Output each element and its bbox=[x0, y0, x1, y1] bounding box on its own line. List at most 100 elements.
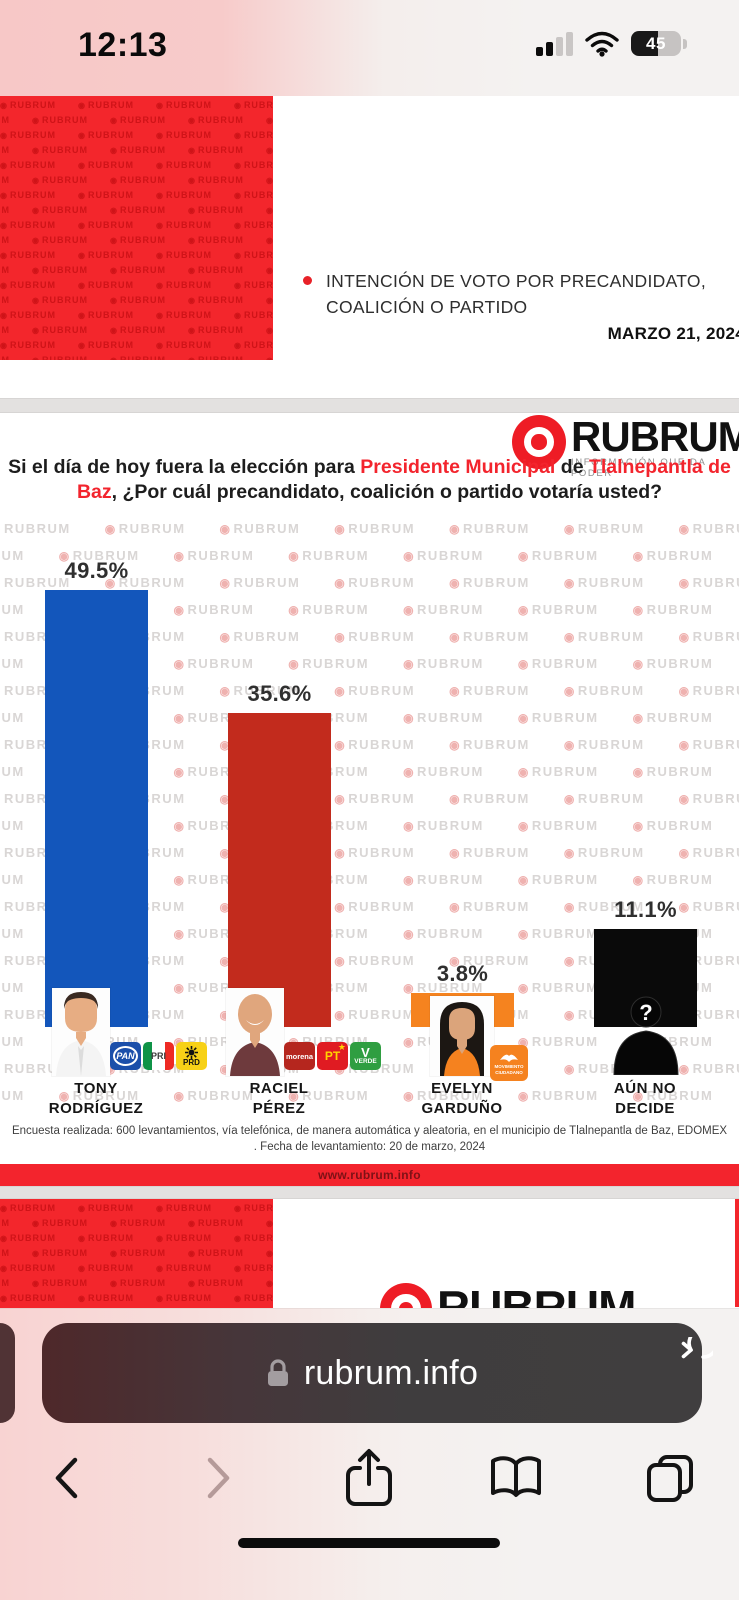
bar-column-no-decide: 11.1% bbox=[594, 493, 697, 1027]
mc-label: MOVIMIENTO CIUDADANO bbox=[494, 1063, 524, 1075]
pan-label: PAN bbox=[116, 1051, 135, 1061]
name-line: EVELYN bbox=[431, 1080, 493, 1097]
clock: 12:13 bbox=[78, 26, 168, 64]
verde-label: VERDE bbox=[354, 1058, 377, 1066]
reload-button[interactable] bbox=[669, 1327, 719, 1381]
slide-divider bbox=[0, 1186, 739, 1199]
forward-button[interactable] bbox=[174, 1433, 264, 1523]
slide-2-chart: RUBRUM INFORMACIÓN QUE DA PODER Si el dí… bbox=[0, 413, 739, 1186]
cellular-signal-icon bbox=[536, 31, 573, 56]
lock-icon bbox=[267, 1359, 288, 1386]
slide1-bullet-text: INTENCIÓN DE VOTO POR PRECANDIDATO, COAL… bbox=[326, 268, 726, 321]
party-logos-evelyn: MOVIMIENTO CIUDADANO bbox=[490, 1045, 528, 1081]
party-logos-raciel: morena ★ PT V VERDE bbox=[284, 1042, 381, 1070]
name-line: AÚN NO bbox=[613, 1080, 677, 1097]
wifi-icon bbox=[585, 31, 619, 57]
poll-question: Si el día de hoy fuera la elección para … bbox=[0, 455, 739, 506]
pri-green-stripe bbox=[143, 1042, 152, 1070]
bar-value-label: 49.5% bbox=[64, 558, 129, 583]
address-bar[interactable]: rubrum.info bbox=[42, 1323, 702, 1423]
verde-logo: V VERDE bbox=[350, 1042, 381, 1070]
bookmarks-button[interactable] bbox=[471, 1433, 561, 1523]
battery-cap bbox=[683, 38, 687, 49]
bar-tony-rodriguez bbox=[45, 590, 148, 1027]
name-line: RODRÍGUEZ bbox=[48, 1100, 144, 1118]
website-strip: www.rubrum.info bbox=[0, 1164, 739, 1186]
battery-percent: 45 bbox=[646, 33, 666, 53]
bullet-line-1: INTENCIÓN DE VOTO POR PRECANDIDATO, bbox=[326, 271, 706, 291]
previous-tab-sliver[interactable] bbox=[0, 1323, 15, 1423]
home-indicator[interactable] bbox=[238, 1538, 500, 1548]
url-text: rubrum.info bbox=[303, 1353, 479, 1392]
brand-name: RUBRUM bbox=[571, 413, 739, 460]
reload-icon bbox=[681, 1327, 719, 1359]
unknown-person-silhouette: ? bbox=[613, 996, 679, 1075]
back-button[interactable] bbox=[21, 1433, 111, 1523]
candidate-name-tony: TONY RODRÍGUEZ bbox=[16, 1079, 176, 1120]
bar-column-evelyn: 3.8% bbox=[411, 493, 514, 1027]
question-highlight-1: Presidente Municipal bbox=[360, 456, 556, 478]
pri-red-stripe bbox=[165, 1042, 174, 1070]
question-text: Si el día de hoy fuera la elección para bbox=[8, 456, 361, 478]
verde-bird-icon: V bbox=[361, 1045, 370, 1061]
morena-logo: morena bbox=[284, 1042, 315, 1070]
bar-raciel-perez bbox=[228, 713, 331, 1027]
question-highlight-2: Tlalnepantla de Baz bbox=[76, 456, 731, 504]
safari-toolbar bbox=[0, 1433, 739, 1529]
photo-evelyn-garduno bbox=[430, 996, 494, 1076]
brand-tagline: INFORMACIÓN QUE DA PODER bbox=[571, 457, 706, 480]
prd-logo: PRD bbox=[176, 1042, 207, 1070]
bullet-line-2: COALICIÓN O PARTIDO bbox=[326, 297, 528, 318]
bullet-dot bbox=[303, 276, 312, 285]
red-edge-sliver bbox=[735, 1199, 739, 1307]
question-mark: ? bbox=[639, 1000, 652, 1025]
question-text: de bbox=[555, 456, 589, 478]
name-line: GARDUÑO bbox=[421, 1100, 503, 1118]
name-line: RACIEL bbox=[249, 1080, 309, 1097]
survey-footnote: Encuesta realizada: 600 levantamientos, … bbox=[0, 1123, 739, 1155]
red-watermark-block-top: ◉RUBRUM◉RUBRUM◉RUBRUM◉RUBRUM◉RUBRUM◉RUBR… bbox=[0, 96, 273, 360]
name-line: DECIDE bbox=[615, 1100, 675, 1118]
share-button[interactable] bbox=[324, 1433, 414, 1523]
prd-sun-icon bbox=[185, 1045, 198, 1059]
candidate-name-no-decide: AÚN NO DECIDE bbox=[565, 1079, 725, 1120]
slide-date: MARZO 21, 2024 bbox=[607, 324, 739, 343]
question-text: , ¿Por cuál precandidato, coalición o pa… bbox=[111, 481, 663, 504]
bar-column-raciel: 35.6% bbox=[228, 493, 331, 1027]
tabs-button[interactable] bbox=[625, 1433, 715, 1523]
slide-1: ◉RUBRUM◉RUBRUM◉RUBRUM◉RUBRUM◉RUBRUM◉RUBR… bbox=[0, 96, 739, 398]
pri-logo: PRI bbox=[143, 1042, 174, 1070]
battery-fill bbox=[631, 31, 658, 56]
pri-label: PRI bbox=[150, 1051, 166, 1061]
website-url: www.rubrum.info bbox=[318, 1168, 421, 1182]
pt-label: PT bbox=[324, 1049, 341, 1063]
bar-value-label: 35.6% bbox=[247, 681, 312, 706]
mc-eagle-icon bbox=[500, 1054, 518, 1062]
photo-raciel-perez bbox=[226, 988, 284, 1076]
pt-logo: ★ PT bbox=[317, 1042, 348, 1070]
footnote-line: . Fecha de levantamiento: 20 de marzo, 2… bbox=[253, 1141, 486, 1154]
safari-bottom-chrome: rubrum.info bbox=[0, 1308, 739, 1600]
mc-logo: MOVIMIENTO CIUDADANO bbox=[490, 1045, 528, 1081]
prd-label: PRD bbox=[183, 1057, 200, 1067]
candidate-name-evelyn: EVELYN GARDUÑO bbox=[382, 1079, 542, 1120]
pan-logo: PAN bbox=[110, 1042, 141, 1070]
bar-value-label: 11.1% bbox=[614, 897, 677, 922]
pan-oval bbox=[113, 1046, 138, 1066]
party-logos-tony: PAN PRI PRD bbox=[110, 1042, 207, 1070]
photo-tony-rodriguez bbox=[52, 988, 110, 1076]
bar-column-tony: 49.5% bbox=[45, 493, 148, 1027]
rubrum-logo: RUBRUM INFORMACIÓN QUE DA PODER bbox=[512, 413, 739, 480]
candidate-name-raciel: RACIEL PÉREZ bbox=[199, 1079, 359, 1120]
ios-status-bar: 12:13 45 bbox=[0, 0, 739, 96]
name-line: TONY bbox=[74, 1080, 118, 1097]
morena-label: morena bbox=[285, 1051, 314, 1061]
name-line: PÉREZ bbox=[252, 1100, 306, 1118]
bar-value-label: 3.8% bbox=[436, 961, 489, 986]
slide-divider bbox=[0, 398, 739, 413]
pt-star-icon: ★ bbox=[337, 1042, 346, 1052]
rubrum-target-icon bbox=[512, 415, 566, 469]
footnote-line: Encuesta realizada: 600 levantamientos, … bbox=[11, 1125, 728, 1137]
battery-icon: 45 bbox=[631, 31, 687, 56]
